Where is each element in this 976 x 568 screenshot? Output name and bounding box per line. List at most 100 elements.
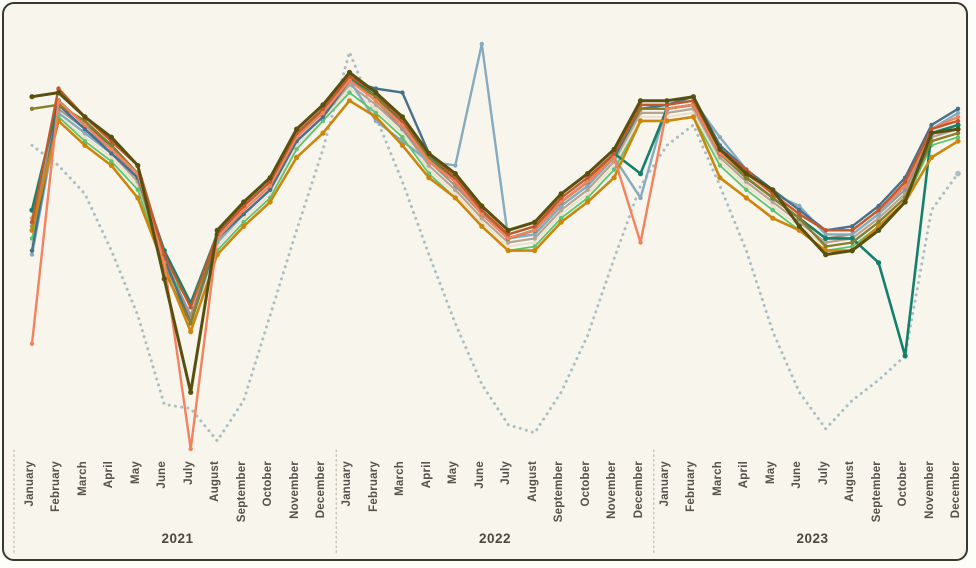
data-point-marker[interactable] (453, 163, 458, 168)
data-point-marker[interactable] (82, 135, 88, 140)
data-point-marker[interactable] (850, 244, 855, 249)
data-point-marker[interactable] (876, 211, 881, 217)
data-point-marker[interactable] (479, 216, 484, 221)
data-point-marker[interactable] (241, 220, 246, 225)
data-point-marker[interactable] (558, 191, 564, 197)
series-path-dashed-gray[interactable] (30, 50, 960, 443)
data-point-marker[interactable] (241, 223, 247, 229)
series-line-tan[interactable] (29, 82, 961, 322)
data-point-marker[interactable] (558, 207, 564, 213)
series-line-cream[interactable] (29, 86, 961, 322)
data-point-marker[interactable] (294, 147, 299, 152)
data-point-marker[interactable] (399, 142, 405, 148)
data-point-marker[interactable] (585, 183, 590, 188)
data-point-marker[interactable] (426, 163, 432, 168)
data-point-marker[interactable] (532, 248, 538, 254)
data-point-marker[interactable] (29, 252, 35, 257)
data-point-marker[interactable] (955, 114, 961, 120)
data-point-marker[interactable] (506, 232, 511, 237)
data-point-marker[interactable] (770, 199, 775, 205)
data-point-marker[interactable] (717, 146, 723, 152)
data-point-marker[interactable] (823, 235, 829, 241)
data-point-marker[interactable] (928, 154, 935, 160)
data-point-marker[interactable] (400, 90, 405, 95)
data-point-marker[interactable] (611, 146, 617, 152)
data-point-marker[interactable] (876, 227, 882, 233)
series-line-olive[interactable] (29, 78, 961, 326)
data-point-marker[interactable] (426, 150, 432, 156)
data-point-marker[interactable] (426, 175, 432, 181)
data-point-marker[interactable] (664, 106, 670, 112)
data-point-marker[interactable] (558, 211, 564, 217)
data-point-marker[interactable] (373, 90, 379, 96)
data-point-marker[interactable] (744, 183, 749, 188)
data-point-marker[interactable] (452, 195, 458, 201)
data-point-marker[interactable] (29, 227, 35, 233)
data-point-marker[interactable] (637, 171, 644, 177)
data-point-marker[interactable] (82, 118, 88, 124)
data-point-marker[interactable] (188, 446, 193, 452)
data-point-marker[interactable] (797, 203, 802, 209)
data-point-marker[interactable] (82, 122, 88, 128)
data-point-marker[interactable] (717, 175, 723, 181)
data-point-marker[interactable] (585, 187, 590, 192)
data-point-marker[interactable] (797, 211, 802, 217)
data-point-marker[interactable] (558, 216, 564, 221)
data-point-marker[interactable] (29, 341, 35, 346)
data-point-marker[interactable] (532, 236, 537, 241)
data-point-marker[interactable] (188, 329, 194, 335)
data-point-marker[interactable] (770, 195, 775, 201)
data-point-marker[interactable] (109, 143, 114, 148)
data-point-marker[interactable] (135, 187, 140, 192)
data-point-marker[interactable] (744, 175, 749, 180)
data-point-marker[interactable] (928, 130, 935, 136)
data-point-marker[interactable] (664, 98, 670, 104)
data-point-marker[interactable] (637, 118, 644, 124)
data-point-marker[interactable] (82, 139, 88, 144)
data-point-marker[interactable] (373, 102, 379, 108)
data-point-marker[interactable] (267, 187, 273, 192)
series-path-olive[interactable] (31, 79, 959, 325)
data-point-marker[interactable] (453, 187, 458, 192)
data-point-marker[interactable] (426, 159, 432, 164)
data-point-marker[interactable] (29, 220, 35, 225)
data-point-marker[interactable] (823, 232, 828, 237)
data-point-marker[interactable] (29, 106, 35, 112)
series-line-slate-blue[interactable] (29, 78, 961, 326)
data-point-marker[interactable] (506, 240, 511, 245)
data-point-marker[interactable] (109, 147, 114, 152)
data-point-marker[interactable] (347, 90, 352, 95)
data-point-marker[interactable] (214, 227, 220, 233)
data-point-marker[interactable] (558, 219, 564, 225)
data-point-marker[interactable] (479, 203, 485, 209)
data-point-marker[interactable] (108, 162, 114, 169)
data-point-marker[interactable] (902, 353, 908, 359)
data-point-marker[interactable] (506, 236, 511, 241)
data-point-marker[interactable] (849, 235, 855, 241)
data-point-marker[interactable] (267, 183, 273, 188)
data-point-marker[interactable] (241, 207, 246, 213)
series-line-dashed-gray[interactable] (30, 50, 961, 443)
data-point-marker[interactable] (770, 187, 776, 193)
data-point-marker[interactable] (82, 114, 88, 120)
data-point-marker[interactable] (955, 126, 961, 132)
data-point-marker[interactable] (955, 106, 961, 112)
data-point-marker[interactable] (108, 134, 114, 140)
data-point-marker[interactable] (585, 171, 591, 177)
data-point-marker[interactable] (82, 142, 88, 148)
data-point-marker[interactable] (744, 179, 749, 184)
data-point-marker[interactable] (82, 126, 88, 132)
data-point-marker[interactable] (664, 102, 670, 108)
data-point-marker[interactable] (929, 122, 934, 128)
data-point-marker[interactable] (717, 135, 723, 140)
data-point-marker[interactable] (955, 118, 961, 124)
data-point-marker[interactable] (902, 183, 908, 188)
data-point-marker[interactable] (29, 94, 35, 100)
data-point-marker[interactable] (823, 244, 828, 249)
data-point-marker[interactable] (56, 86, 61, 91)
data-point-marker[interactable] (346, 98, 353, 104)
data-point-marker[interactable] (320, 102, 326, 108)
data-point-marker[interactable] (400, 135, 405, 140)
data-point-marker[interactable] (585, 199, 591, 205)
data-point-marker[interactable] (770, 203, 775, 209)
